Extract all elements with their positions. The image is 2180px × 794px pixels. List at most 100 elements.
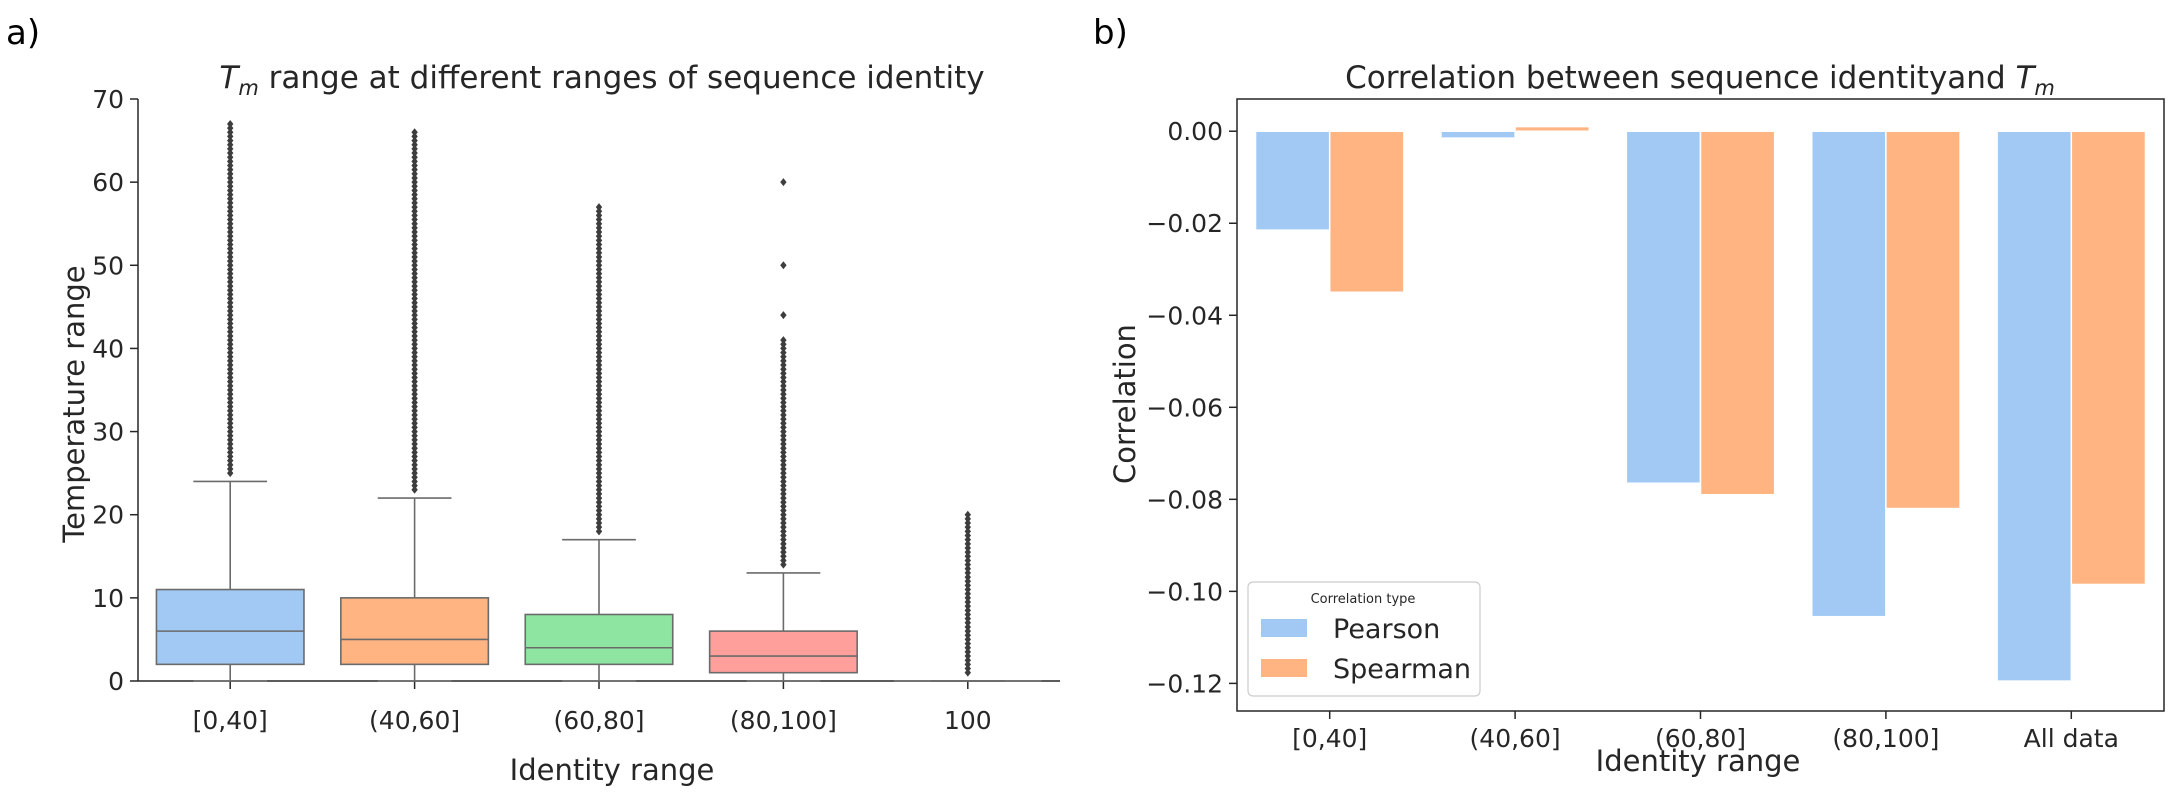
outlier-point (411, 352, 418, 361)
outlier-point (411, 390, 418, 399)
outlier-point (595, 481, 603, 490)
outlier-point (595, 277, 603, 286)
outlier-point (595, 340, 603, 349)
outlier-point (411, 348, 418, 357)
y-tick-label: −0.06 (1146, 393, 1223, 422)
outlier-point (227, 244, 234, 253)
outlier-point (227, 132, 234, 141)
outlier-point (780, 373, 787, 382)
outlier-point (227, 257, 234, 266)
outlier-point (595, 410, 603, 419)
outlier-point (227, 348, 234, 357)
outlier-point (227, 286, 234, 295)
outlier-point (595, 298, 603, 307)
outlier-point (411, 298, 418, 307)
outlier-point (595, 381, 603, 390)
outlier-point (411, 311, 418, 320)
outlier-point (411, 481, 418, 490)
chart-b-ylabel: Correlation (1108, 324, 1142, 484)
outlier-point (411, 257, 418, 266)
outlier-point (595, 394, 603, 403)
outlier-point (227, 352, 234, 361)
outlier-point (411, 277, 418, 286)
outlier-point (411, 402, 418, 411)
outlier-point (411, 157, 418, 166)
outlier-point (411, 415, 418, 424)
outlier-point (964, 519, 971, 528)
outlier-point (780, 481, 787, 490)
outlier-point (595, 219, 603, 228)
outlier-point (964, 639, 971, 648)
outlier-point (227, 373, 234, 382)
outlier-point (227, 128, 234, 137)
chart-a-title: Tm range at different ranges of sequence… (219, 60, 984, 100)
bar-pearson (1810, 130, 1887, 618)
legend-swatch-spearman (1261, 659, 1307, 677)
outlier-point (411, 356, 418, 365)
outlier-point (964, 568, 971, 577)
outlier-point (595, 348, 603, 357)
outlier-point (227, 356, 234, 365)
outlier-point (780, 178, 787, 187)
outlier-point (595, 311, 603, 320)
outlier-point (595, 323, 603, 332)
outlier-point (964, 510, 971, 519)
outlier-point (411, 261, 418, 270)
bar-pearson (1996, 130, 2073, 682)
outlier-point (595, 423, 603, 432)
outlier-point (780, 473, 787, 482)
outlier-point (964, 585, 971, 594)
outlier-point (411, 307, 418, 316)
outlier-point (595, 415, 603, 424)
outlier-point (595, 252, 603, 261)
outlier-point (411, 456, 418, 465)
outlier-point (595, 427, 603, 436)
chart-a-ylabel: Temperature range (57, 265, 91, 543)
outlier-point (595, 302, 603, 311)
box (155, 588, 305, 666)
outlier-point (595, 498, 603, 507)
outlier-point (595, 236, 603, 245)
outlier-point (411, 136, 418, 145)
outlier-point (595, 352, 603, 361)
outlier-point (227, 290, 234, 299)
outlier-point (780, 377, 787, 386)
outlier-point (227, 215, 234, 224)
outlier-point (964, 610, 971, 619)
outlier-point (595, 386, 603, 394)
outlier-point (227, 124, 234, 133)
outlier-point (227, 273, 234, 282)
outlier-point (411, 373, 418, 382)
outlier-point (411, 282, 418, 291)
y-tick-label: 20 (92, 501, 124, 530)
outlier-point (595, 477, 603, 486)
outlier-point (780, 464, 787, 473)
outlier-point (227, 232, 234, 241)
outlier-point (595, 240, 603, 249)
y-tick-label: −0.04 (1146, 301, 1223, 330)
bar-spearman (1885, 130, 1961, 510)
outlier-point (227, 198, 234, 207)
outlier-point (595, 444, 603, 453)
outlier-point (227, 136, 234, 145)
outlier-point (411, 440, 418, 449)
outlier-point (411, 182, 418, 191)
outlier-point (780, 519, 787, 528)
outlier-point (411, 323, 418, 332)
outlier-point (780, 344, 787, 353)
outlier-point (411, 485, 418, 494)
outlier-point (411, 369, 418, 378)
outlier-point (227, 265, 234, 274)
bar-plot-area: 0.00 −0.02 −0.04 −0.06 −0.08 −0.10 −0.12 [0,40]… (1146, 98, 2165, 753)
outlier-point (227, 440, 234, 449)
outlier-point (411, 327, 418, 336)
outlier-point (780, 444, 787, 453)
outlier-point (595, 315, 603, 324)
outlier-point (411, 265, 418, 274)
outlier-point (780, 356, 787, 365)
outlier-point (780, 485, 787, 494)
outlier-point (411, 252, 418, 261)
outlier-point (780, 415, 787, 424)
x-tick-label: (40,60] (369, 706, 460, 735)
outlier-point (227, 311, 234, 320)
